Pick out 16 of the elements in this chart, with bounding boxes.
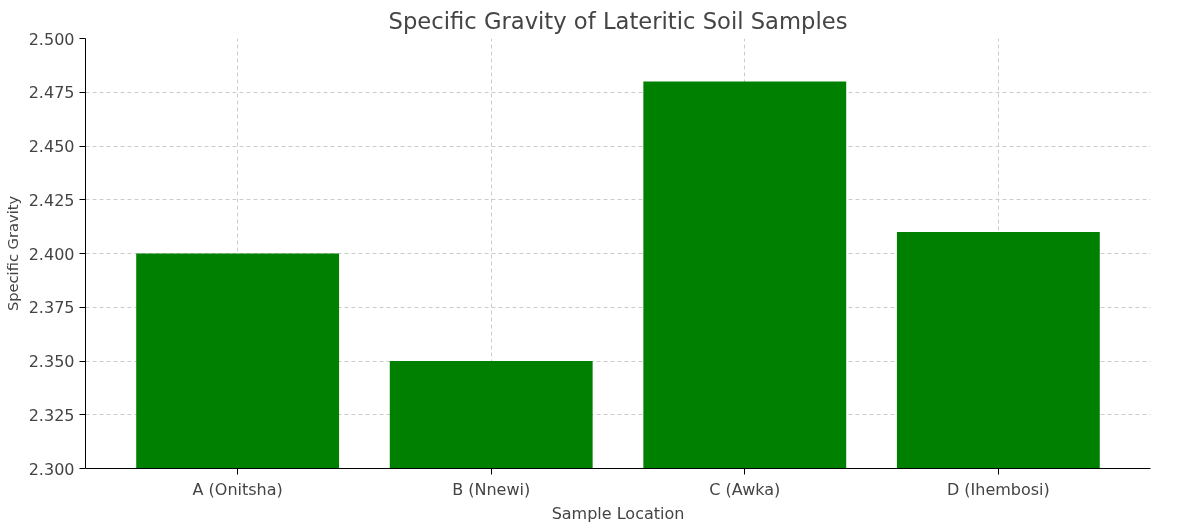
chart-title: Specific Gravity of Lateritic Soil Samples xyxy=(388,7,848,34)
y-axis-title: Specific Gravity xyxy=(3,195,21,312)
y-tick-label: 2.350 xyxy=(28,352,75,371)
x-tick-label: D (Ihembosi) xyxy=(946,479,1050,499)
y-tick-label: 2.425 xyxy=(28,190,75,210)
x-tick-label: B (Nnewi) xyxy=(452,479,531,499)
y-tick-label: 2.400 xyxy=(28,244,75,264)
y-tick-label: 2.300 xyxy=(28,459,75,479)
y-tick-label: 2.325 xyxy=(28,405,75,425)
y-tick-label: 2.375 xyxy=(28,298,75,318)
x-tick-label: C (Awka) xyxy=(709,479,781,499)
y-tick-label: 2.450 xyxy=(28,137,75,156)
y-tick-label: 2.475 xyxy=(28,83,75,103)
x-axis-title: Sample Location xyxy=(551,503,685,523)
x-tick-label: A (Onitsha) xyxy=(192,479,283,499)
y-tick-label: 2.500 xyxy=(28,29,75,49)
